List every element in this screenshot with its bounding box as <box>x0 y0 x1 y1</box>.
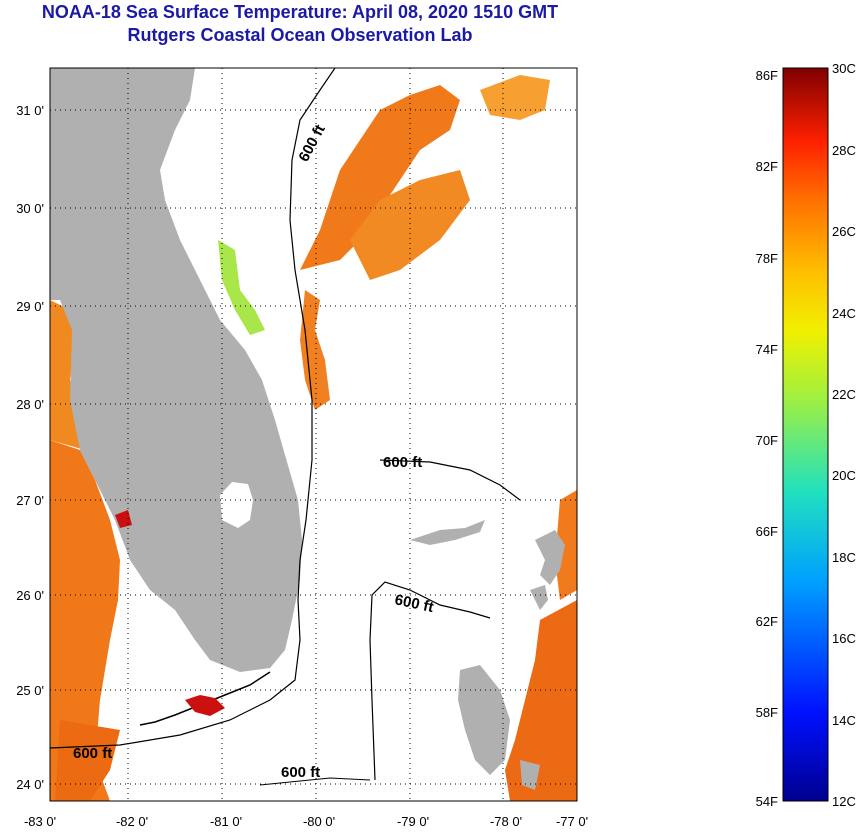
colorbar-f-label: 82F <box>756 159 778 174</box>
sst-cool-patch <box>218 240 265 335</box>
colorbar-c-label: 14C <box>832 713 856 728</box>
sst-gulf-north <box>50 300 95 450</box>
contour-600ft-florida <box>50 68 336 749</box>
colorbar-f-label: 54F <box>756 794 778 809</box>
sst-southeast-upper <box>555 490 577 600</box>
bahamas-east <box>520 585 548 790</box>
lat-label: 29 0' <box>16 299 44 314</box>
lat-label: 26 0' <box>16 588 44 603</box>
colorbar-c-label: 24C <box>832 306 856 321</box>
contour-label: 600 ft <box>383 454 422 471</box>
lat-label: 25 0' <box>16 683 44 698</box>
sst-gulf-west <box>50 440 120 801</box>
map-subtitle: Rutgers Coastal Ocean Observation Lab <box>127 25 473 45</box>
colorbar-c-label: 26C <box>832 224 856 239</box>
colorbar-f-label: 74F <box>756 342 778 357</box>
lat-label: 28 0' <box>16 397 44 412</box>
colorbar-f-label: 86F <box>756 68 778 83</box>
grand-bahama <box>410 520 485 545</box>
lat-label: 27 0' <box>16 493 44 508</box>
lon-label: -81 0' <box>210 814 242 829</box>
contour-600ft-bahamas <box>379 459 521 501</box>
map-grid <box>50 68 577 801</box>
colorbar <box>782 67 829 802</box>
lake-okeechobee <box>220 482 253 528</box>
sst-atlantic-north <box>300 85 460 270</box>
andros <box>458 665 510 775</box>
colorbar-f-label: 78F <box>756 251 778 266</box>
lon-label: -77 0' <box>556 814 588 829</box>
sst-atlantic-patch <box>350 170 470 280</box>
colorbar-c-label: 28C <box>832 143 856 158</box>
colorbar-c-label: 30C <box>832 61 856 76</box>
lon-label: -82 0' <box>116 814 148 829</box>
lon-label: -80 0' <box>303 814 335 829</box>
lon-label: -79 0' <box>397 814 429 829</box>
contour-label: 600 ft <box>73 745 112 762</box>
contour-600ft-tongue <box>369 581 491 781</box>
lon-label: -83 0' <box>24 814 56 829</box>
map-frame <box>49 67 578 802</box>
colorbar-c-label: 22C <box>832 387 856 402</box>
sst-atlantic-strip <box>300 290 330 410</box>
colorbar-f-label: 62F <box>756 614 778 629</box>
map-title: NOAA-18 Sea Surface Temperature: April 0… <box>41 2 559 22</box>
lat-label: 31 0' <box>16 103 44 118</box>
colorbar-c-label: 16C <box>832 631 856 646</box>
colorbar-f-label: 70F <box>756 433 778 448</box>
colorbar-c-label: 12C <box>832 794 856 809</box>
lon-label: -78 0' <box>490 814 522 829</box>
colorbar-f-label: 58F <box>756 705 778 720</box>
sst-gulf-south <box>55 720 120 801</box>
colorbar-c-label: 18C <box>832 550 856 565</box>
sst-hot-spot <box>185 695 225 716</box>
sst-atlantic-ne <box>480 75 550 120</box>
lat-label: 30 0' <box>16 201 44 216</box>
colorbar-c-label: 20C <box>832 468 856 483</box>
sst-southeast <box>505 600 577 801</box>
abaco <box>535 530 565 585</box>
colorbar-f-label: 66F <box>756 524 778 539</box>
lat-label: 24 0' <box>16 777 44 792</box>
contour-label: 600 ft <box>281 764 320 781</box>
